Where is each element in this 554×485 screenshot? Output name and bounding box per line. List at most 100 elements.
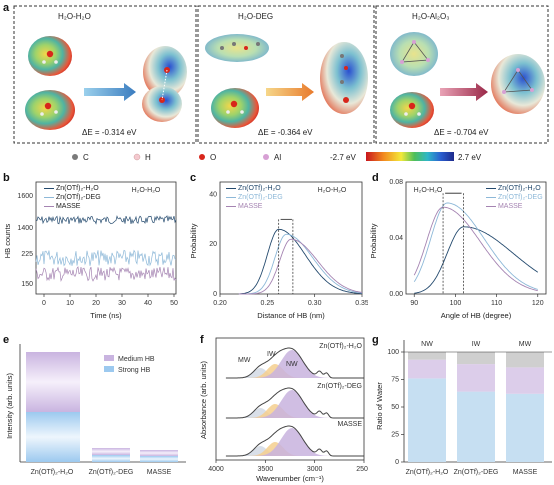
x-tick-label: 0.35 [355, 300, 368, 307]
series-line [413, 202, 538, 290]
legend-label: Zn(OTf)₂-H₂O [237, 185, 281, 192]
series-line [35, 249, 177, 267]
y-tick-label: 1600 [17, 193, 33, 200]
panel-label-e: e [3, 334, 10, 346]
legend-label: Medium HB [118, 356, 155, 363]
legend-item: Zn(OTf)₂-H₂O [486, 184, 543, 193]
x-tick-label: 50 [170, 300, 178, 307]
y-axis-label: HB counts [3, 223, 12, 258]
strong-hb-bar [92, 455, 130, 462]
panel-b-chart: HB counts Time (ns) 0 10 20 30 40 50 1600 1400 2… [3, 181, 178, 320]
panel-c-legend: Zn(OTf)₂-H₂O Zn(OTf)₂-DEG MASSE [226, 184, 283, 211]
atom-legend-label: H [145, 153, 151, 162]
esp-surface [491, 54, 545, 114]
stacked-bar-segment [408, 378, 446, 462]
medium-hb-bar [92, 448, 130, 455]
y-axis-label: Probability [369, 223, 378, 258]
x-axis-label: Distance of HB (nm) [257, 311, 325, 320]
legend-label: Zn(OTf)₂-DEG [497, 194, 543, 201]
y-tick-label: 25 [391, 432, 399, 439]
series-line [238, 228, 362, 295]
legend-label: Zn(OTf)₂-H₂O [55, 185, 99, 192]
esp-surface [390, 92, 434, 128]
y-axis-label: Ratio of Water [375, 382, 384, 430]
stacked-bar-segment [457, 364, 495, 392]
spectrum-line [225, 425, 364, 457]
sample-label: MASSE [337, 421, 362, 428]
colorbar [366, 152, 454, 161]
category-label: Zn(OTf)₂-DEG [454, 469, 499, 476]
energy-label: ΔE = -0.314 eV [82, 128, 137, 137]
panel-a [13, 5, 549, 161]
x-tick-label: 10 [66, 300, 74, 307]
arrow [440, 83, 488, 101]
series-line [413, 206, 538, 292]
strong-hb-bar [140, 456, 178, 462]
panel-annotation: H₂O-H₂O [414, 187, 443, 194]
panel-label-c: c [190, 172, 197, 184]
legend-item: MASSE [226, 202, 283, 211]
panel-f-chart: 4000 3500 3000 2500 Absorbance (arb. units)… [199, 337, 368, 483]
legend-swatch-strong [104, 366, 114, 372]
legend-item: Zn(OTf)₂-H₂O [44, 184, 101, 193]
subpanel-box-1 [13, 5, 197, 144]
category-label: Zn(OTf)₂-H₂O [31, 469, 74, 476]
y-tick-label: 20 [209, 241, 217, 248]
y-tick-label: 0.04 [389, 235, 403, 242]
stacked-bar-segment [408, 359, 446, 379]
top-label: IW [472, 341, 481, 348]
subpanel-title: H₂O-DEG [238, 12, 274, 21]
x-tick-label: 100 [450, 300, 462, 307]
medium-hb-bar [26, 352, 80, 412]
x-tick-label: 90 [410, 300, 418, 307]
y-tick-label: 150 [21, 281, 33, 288]
peak-component [225, 408, 345, 418]
panel-g-chart: 0 25 50 75 100 Ratio of Water NW IW MW Zn(OT… [375, 340, 552, 476]
series-line [414, 226, 539, 294]
subpanel-box-2 [197, 5, 375, 144]
peak-component [225, 350, 345, 378]
sample-label: Zn(OTf)₂-H₂O [319, 343, 362, 350]
spectrum-line [225, 387, 364, 419]
y-axis-label: Intensity (arb. units) [5, 373, 14, 439]
colorbar-max-label: 2.7 eV [458, 153, 482, 162]
stacked-bar-segment [506, 352, 544, 368]
esp-surface [320, 42, 368, 114]
y-tick-label: 225 [21, 251, 33, 258]
x-axis-label: Time (ns) [90, 311, 122, 320]
y-tick-label: 0 [213, 291, 217, 298]
series-line [238, 238, 363, 295]
esp-surface [211, 88, 259, 128]
legend-item: Zn(OTf)₂-DEG [44, 193, 101, 202]
atom-h-marker [133, 153, 141, 161]
energy-label: ΔE = -0.704 eV [434, 128, 489, 137]
x-tick-label: 30 [118, 300, 126, 307]
x-tick-label: 0.30 [308, 300, 322, 307]
stacked-bar-segment [408, 352, 446, 360]
peak-label: NW [286, 361, 298, 368]
panel-label-d: d [372, 172, 379, 184]
x-tick-label: 2500 [356, 466, 368, 473]
panel-c-chart: Probability Distance of HB (nm) 0.20 0.25… [189, 181, 368, 320]
y-tick-label: 50 [391, 404, 399, 411]
peak-component [225, 390, 345, 418]
y-tick-label: 0.08 [389, 179, 403, 186]
atom-al-marker [263, 154, 269, 160]
esp-surface [25, 90, 75, 130]
atom-c-marker [72, 154, 78, 160]
colorbar-min-label: -2.7 eV [330, 153, 356, 162]
series-line [35, 266, 177, 283]
x-tick-label: 120 [532, 300, 544, 307]
x-tick-label: 0.25 [261, 300, 275, 307]
subpanel-title: H₂O-H₂O [58, 12, 91, 21]
atom-legend-label: C [83, 153, 89, 162]
legend-item: Zn(OTf)₂-DEG [486, 193, 543, 202]
y-axis-label: Probability [189, 223, 198, 258]
peak-label: IW [267, 351, 276, 358]
medium-hb-bar [140, 450, 178, 456]
panel-annotation: H₂O-H₂O [132, 187, 161, 194]
category-label: MASSE [513, 469, 538, 476]
legend-item: MASSE [44, 202, 101, 211]
legend-item: MASSE [486, 202, 543, 211]
x-tick-label: 110 [491, 300, 502, 307]
